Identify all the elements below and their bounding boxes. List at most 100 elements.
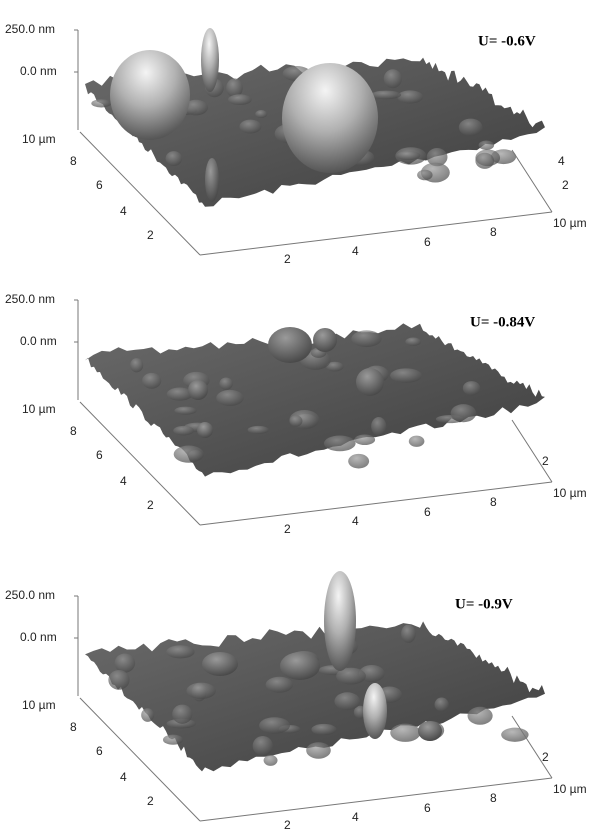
y-tick-label: 4 (120, 474, 127, 488)
y-tick-label: 4 (120, 770, 127, 784)
side-tick-label: 4 (558, 154, 565, 168)
x-tick-label: 4 (352, 810, 359, 824)
texture (91, 99, 111, 107)
texture (239, 120, 261, 134)
y-tick-label: 2 (147, 498, 154, 512)
peak (110, 50, 190, 140)
side-axis (512, 716, 552, 778)
texture (174, 407, 196, 415)
texture (163, 735, 183, 745)
z-label: 0.0 nm (20, 64, 57, 78)
texture (228, 94, 252, 105)
y-tick-label: 10 µm (22, 132, 56, 146)
texture (371, 91, 401, 100)
texture (417, 170, 432, 181)
texture (324, 435, 356, 451)
texture (130, 358, 143, 372)
texture (397, 90, 423, 103)
texture (259, 717, 290, 733)
side-tick-label: 2 (562, 178, 569, 192)
texture (479, 141, 495, 150)
peak (324, 571, 356, 671)
texture (396, 151, 420, 160)
y-tick-label: 8 (70, 424, 77, 438)
peak (197, 422, 213, 438)
texture (173, 426, 194, 436)
peak (205, 158, 219, 202)
texture (351, 330, 381, 347)
texture (401, 625, 416, 643)
y-tick-label: 2 (147, 794, 154, 808)
side-axis (512, 150, 552, 212)
texture (166, 151, 182, 166)
peak (282, 63, 378, 173)
y-tick-label: 6 (96, 448, 103, 462)
peak (313, 328, 337, 352)
x-tick-label: 2 (284, 252, 291, 266)
y-tick-label: 8 (70, 154, 77, 168)
texture (306, 742, 331, 759)
y-tick-label: 10 µm (22, 698, 56, 712)
x-tick-label: 4 (352, 244, 359, 258)
peak (280, 652, 320, 680)
y-tick-label: 8 (70, 720, 77, 734)
texture (390, 368, 422, 382)
y-tick-label: 2 (147, 228, 154, 242)
afm-panel: 250.0 nm0.0 nm10 µm8642246810 µm2U= -0.8… (5, 292, 587, 536)
x-tick-label: 8 (490, 791, 497, 805)
texture (405, 337, 421, 345)
texture (463, 381, 481, 395)
x-tick-label: 10 µm (553, 216, 587, 230)
peak (201, 28, 219, 92)
panel-label: U= -0.84V (470, 314, 535, 330)
texture (172, 705, 192, 724)
x-tick-label: 4 (352, 514, 359, 528)
y-tick-label: 6 (96, 178, 103, 192)
x-tick-label: 6 (424, 235, 431, 249)
texture (451, 404, 477, 422)
texture (253, 736, 273, 756)
x-axis (200, 778, 552, 821)
panel-label: U= -0.6V (478, 33, 536, 49)
peak (268, 327, 312, 363)
peak (363, 683, 387, 739)
x-tick-label: 6 (424, 801, 431, 815)
texture (371, 417, 386, 436)
texture (289, 415, 302, 426)
texture (354, 434, 375, 445)
texture (142, 373, 161, 389)
z-label: 250.0 nm (5, 292, 55, 306)
texture (390, 724, 420, 742)
texture (334, 692, 360, 710)
x-tick-label: 8 (490, 225, 497, 239)
x-tick-label: 8 (490, 495, 497, 509)
x-axis (200, 482, 552, 525)
z-label: 250.0 nm (5, 22, 55, 36)
side-tick-label: 2 (542, 750, 549, 764)
texture (219, 377, 232, 389)
x-tick-label: 2 (284, 522, 291, 536)
z-label: 0.0 nm (20, 630, 57, 644)
texture (108, 670, 129, 690)
texture (459, 119, 483, 136)
x-tick-label: 10 µm (553, 782, 587, 796)
y-tick-label: 10 µm (22, 402, 56, 416)
texture (435, 698, 449, 712)
afm-panel: 250.0 nm0.0 nm10 µm8642246810 µm42U= -0.… (5, 22, 587, 266)
texture (186, 683, 215, 699)
z-label: 250.0 nm (5, 588, 55, 602)
side-tick-label: 2 (542, 454, 549, 468)
figure: 250.0 nm 0.0 nm 10 µm 8 6 4 2 2 4 6 8 10 µm 4 2 U= -0.… (0, 0, 590, 836)
peak (202, 652, 238, 676)
texture (409, 436, 425, 447)
x-tick-label: 6 (424, 505, 431, 519)
texture (475, 153, 494, 169)
texture (141, 708, 154, 722)
panel-label: U= -0.9V (455, 596, 513, 612)
texture (166, 645, 194, 658)
texture (384, 69, 402, 88)
texture (311, 724, 336, 735)
texture (255, 110, 267, 118)
texture (248, 426, 269, 434)
